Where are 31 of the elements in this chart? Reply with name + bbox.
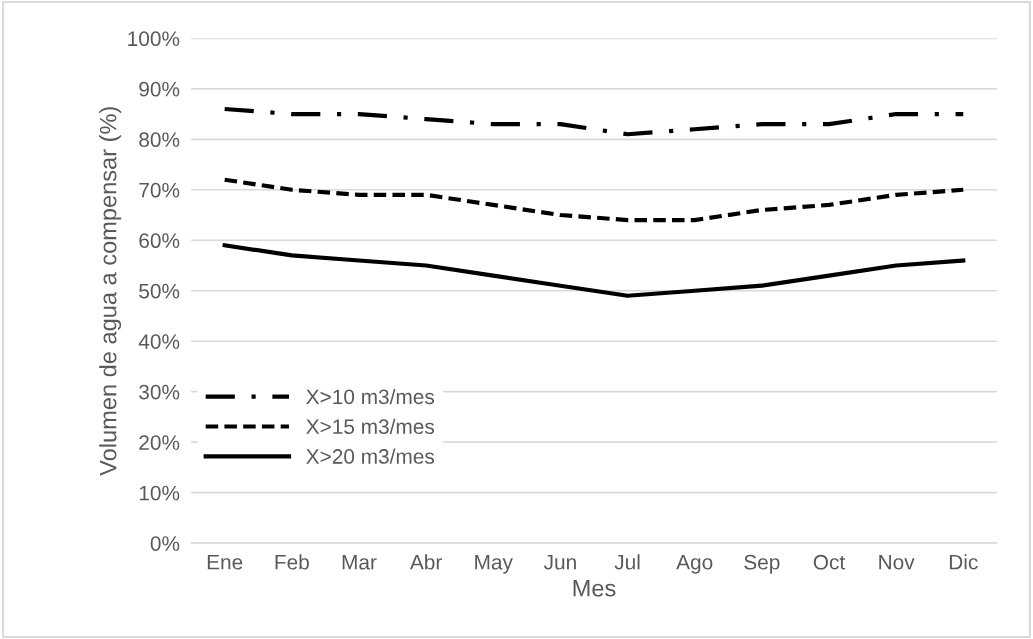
x-tick-label: Oct — [813, 554, 846, 570]
y-axis-title: Volumen de agua a compensar (%) — [99, 107, 122, 476]
y-tick-label: 70% — [139, 182, 180, 198]
line-series — [222, 177, 966, 223]
x-tick-label: Sep — [744, 554, 780, 574]
x-tick-label: May — [475, 555, 513, 574]
x-tick-label: Jun — [543, 555, 576, 570]
y-tick-label: 50% — [139, 283, 180, 299]
x-tick-label: Ago — [676, 555, 713, 574]
x-tick-label: Feb — [275, 554, 309, 570]
line-series — [222, 243, 966, 298]
legend-label: X>10 m3/mes — [306, 388, 435, 405]
line-series — [222, 106, 966, 137]
x-tick-label: Nov — [879, 555, 915, 570]
y-tick-label: 0% — [150, 536, 180, 551]
y-tick-label: 40% — [138, 334, 180, 349]
y-tick-label: 20% — [139, 435, 180, 450]
y-tick-label: 30% — [139, 384, 180, 400]
y-tick-label: 10% — [139, 485, 180, 501]
x-tick-label: Ene — [207, 555, 243, 570]
x-axis-title: Mes — [573, 580, 616, 597]
x-tick-label: Dic — [949, 554, 978, 570]
x-tick-label: Mar — [342, 555, 377, 570]
y-tick-label: 60% — [139, 233, 180, 249]
y-tick-label: 90% — [139, 81, 180, 97]
y-tick-label: 80% — [139, 132, 180, 148]
x-tick-label: Abr — [409, 554, 442, 570]
y-tick-label: 100% — [128, 31, 180, 47]
legend-label: X>20 m3/mes — [306, 448, 435, 464]
x-tick-label: Jul — [614, 554, 640, 570]
legend-label: X>15 m3/mes — [306, 418, 435, 435]
